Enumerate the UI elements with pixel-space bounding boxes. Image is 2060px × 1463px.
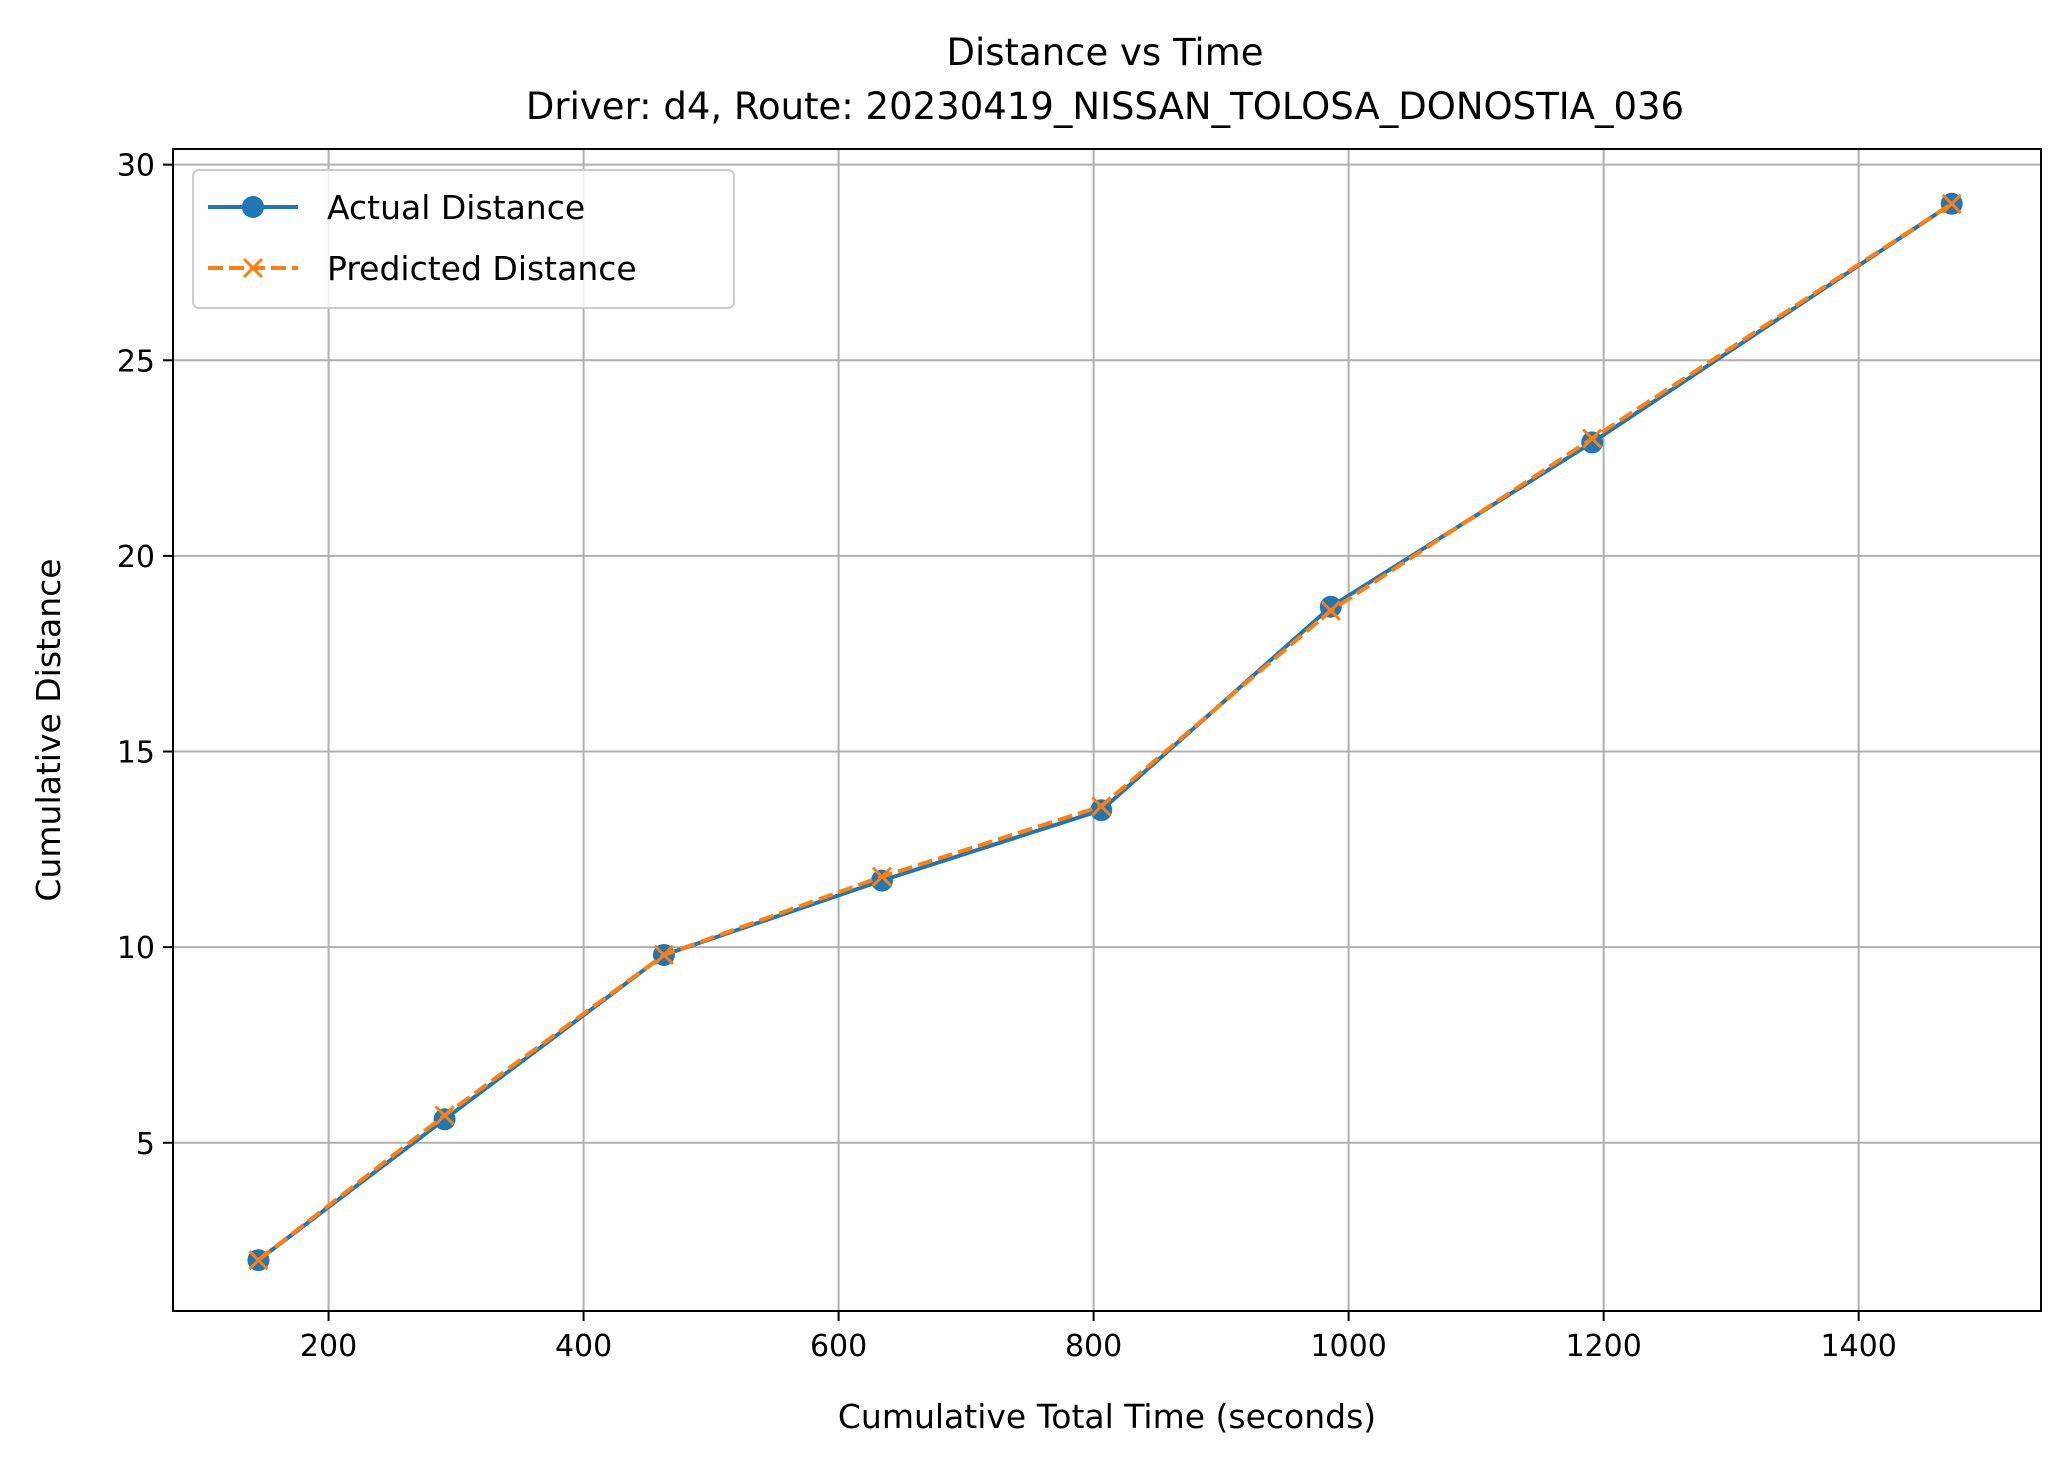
predicted-point [434,1105,455,1126]
predicted-distance-line [257,202,1953,1262]
predicted-point [1582,428,1603,449]
predicted-point [653,944,674,966]
x-tick-label: 800 [1065,1329,1122,1364]
chart-subtitle: Driver: d4, Route: 20230419_NISSAN_TOLOS… [526,85,1684,128]
predicted-point [871,866,893,887]
x-tick-label: 1200 [1565,1329,1641,1364]
legend-actual-marker [242,196,264,218]
actual-point [1319,595,1342,618]
y-tick-label: 15 [117,736,155,771]
y-tick-label: 5 [136,1127,155,1162]
x-tick-label: 1000 [1310,1329,1386,1364]
x-tick-label: 400 [555,1329,612,1364]
series-layer [247,192,1963,1272]
plot-frame [172,148,2042,1312]
legend-predicted-label: Predicted Distance [327,249,637,288]
y-tick-label: 30 [117,149,155,184]
y-tick-label: 10 [117,931,155,966]
legend: Actual Distance Predicted Distance [192,169,735,309]
x-tick-label: 200 [300,1329,357,1364]
legend-actual-label: Actual Distance [327,188,585,227]
chart-title: Distance vs Time [946,31,1263,74]
x-tick-label: 1400 [1820,1329,1896,1364]
y-tick-label: 20 [117,540,155,575]
predicted-point [248,1250,269,1271]
legend-box [192,169,735,309]
y-tick-label: 25 [117,344,155,379]
actual-point [1090,799,1113,822]
predicted-point [1091,796,1112,817]
predicted-point [1320,600,1341,621]
actual-distance-line [257,202,1953,1262]
x-axis-label: Cumulative Total Time (seconds) [838,1397,1376,1436]
x-tick-label: 600 [810,1329,867,1364]
predicted-point [1941,193,1962,214]
y-axis-label: Cumulative Distance [29,558,68,901]
series-predicted [248,193,1962,1271]
axis-ticks: 200 400 600 800 1000 1200 1400 5 10 15 20 25 30 [117,149,1897,1364]
grid-lines [173,149,2041,1311]
legend-predicted-marker [242,257,264,279]
